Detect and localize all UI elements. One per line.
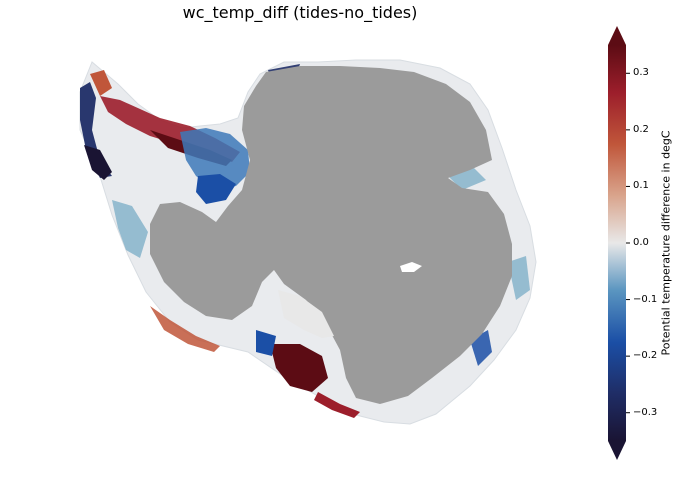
colorbar-tick-label: −0.3 [633,406,658,418]
weddell-cold-pool [180,128,250,190]
colorbar-tick-label: 0.3 [633,67,649,79]
peninsula-tip-cold [84,145,112,180]
ross-sea-warm-core [270,344,328,392]
colorbar-tick-label: −0.2 [633,350,658,362]
colorbar-tick-label: 0.1 [633,180,649,192]
east-coast-mixed [508,256,530,300]
colorbar-tick-label: −0.1 [633,293,658,305]
bellingshausen-mixed [112,200,148,258]
amundsen-warm [150,306,220,352]
antarctica-land [150,66,512,404]
colorbar-ticks [626,72,630,414]
ross-ice-shelf-gap [278,290,334,338]
colorbar-body [608,45,626,441]
ross-edge-warm [314,392,360,418]
colorbar-tick-label: 0.2 [633,123,649,135]
antarctic-peninsula-east-warm [90,70,112,96]
interior-white-patch [400,262,422,272]
colorbar-extend-top [608,26,626,45]
land-mask [150,66,512,404]
colorbar-extend-bottom [608,441,626,460]
weddell-cold-core [196,174,236,204]
plot-title: wc_temp_diff (tides-no_tides) [182,3,418,22]
ross-sea-cold [256,330,276,356]
colorbar-tick-label: 0.0 [633,237,649,248]
colorbar-label: Potential temperature difference in degC [659,130,673,356]
